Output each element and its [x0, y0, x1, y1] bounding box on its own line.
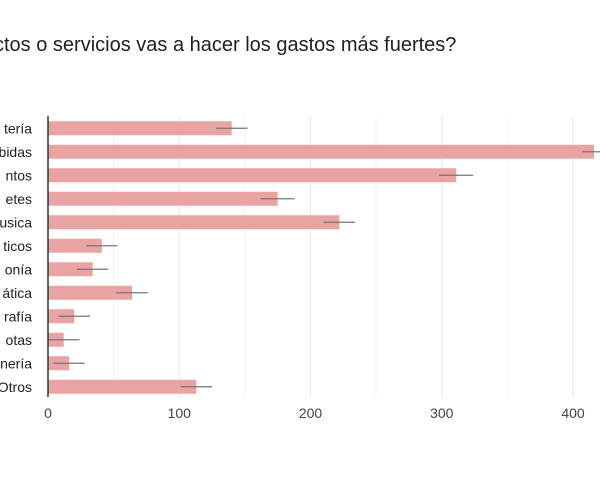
- category-label-3: etes: [6, 191, 32, 207]
- bar-0: [48, 121, 232, 136]
- bar-6: [48, 262, 93, 277]
- bar-1: [48, 144, 594, 159]
- x-tick-label-400: 400: [561, 405, 585, 421]
- category-label-4: usica: [0, 214, 32, 230]
- bar-11: [48, 379, 197, 394]
- chart-title: ctos o servicios vas a hacer los gastos …: [0, 34, 457, 56]
- category-label-2: ntos: [6, 167, 32, 183]
- bar-4: [48, 215, 340, 230]
- bar-7: [48, 285, 132, 300]
- category-label-1: bidas: [0, 144, 32, 160]
- category-label-0: tería: [4, 120, 32, 136]
- bar-2: [48, 168, 457, 183]
- category-label-11: Otros: [0, 379, 32, 395]
- category-label-10: nería: [0, 355, 32, 371]
- x-tick-label-0: 0: [44, 405, 52, 421]
- x-tick-label-100: 100: [168, 405, 192, 421]
- category-label-5: ticos: [3, 238, 32, 254]
- category-label-7: ática: [2, 285, 32, 301]
- category-label-9: otas: [6, 332, 32, 348]
- x-tick-label-300: 300: [430, 405, 454, 421]
- bar-5: [48, 238, 102, 253]
- bar-3: [48, 191, 278, 206]
- category-label-8: rafía: [4, 308, 32, 324]
- x-tick-label-200: 200: [299, 405, 323, 421]
- category-label-6: onía: [5, 261, 32, 277]
